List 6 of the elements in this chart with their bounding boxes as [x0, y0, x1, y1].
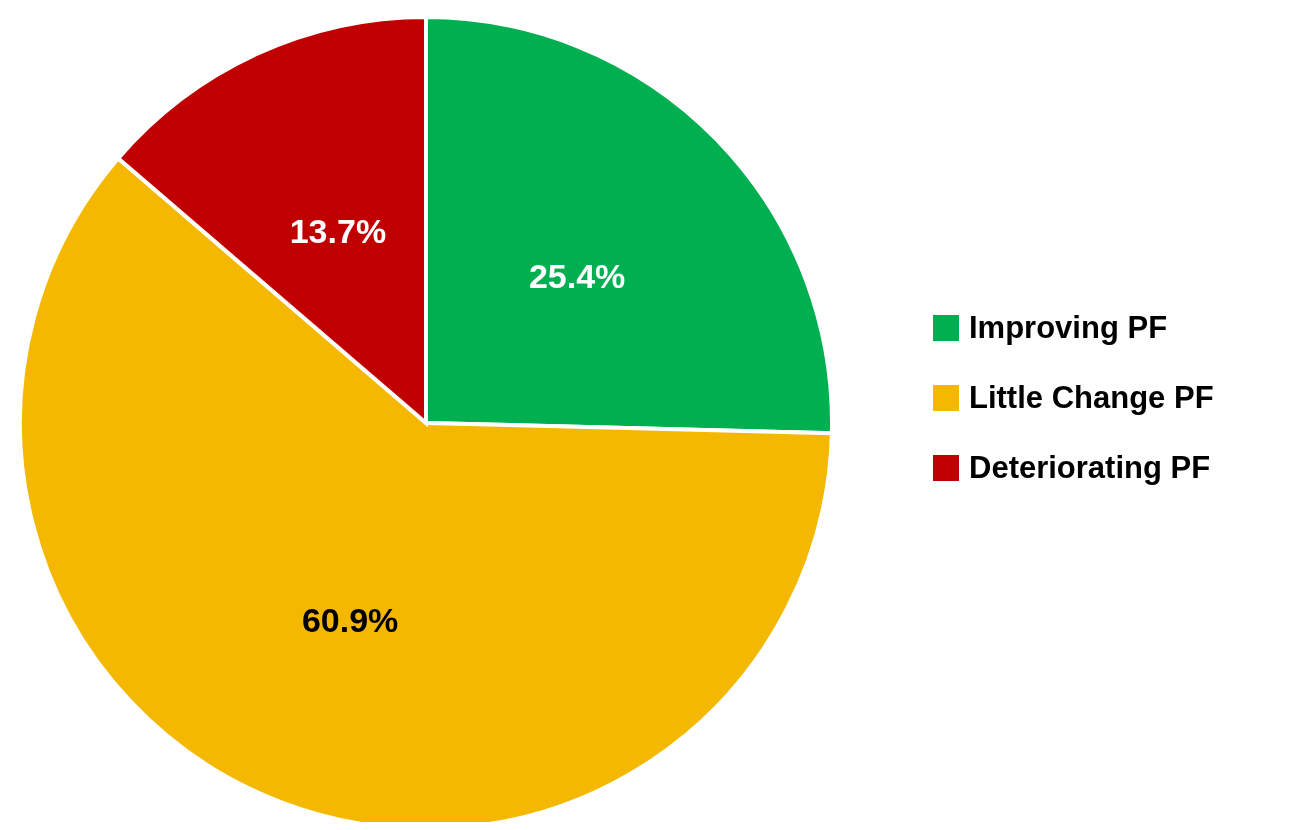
data-label: 60.9%: [301, 601, 399, 640]
data-label: 25.4%: [528, 256, 626, 295]
legend-label: Improving PF: [969, 310, 1168, 346]
data-label: 13.7%: [289, 212, 387, 251]
legend-label: Deteriorating PF: [969, 450, 1211, 486]
legend-label: Little Change PF: [969, 380, 1214, 416]
